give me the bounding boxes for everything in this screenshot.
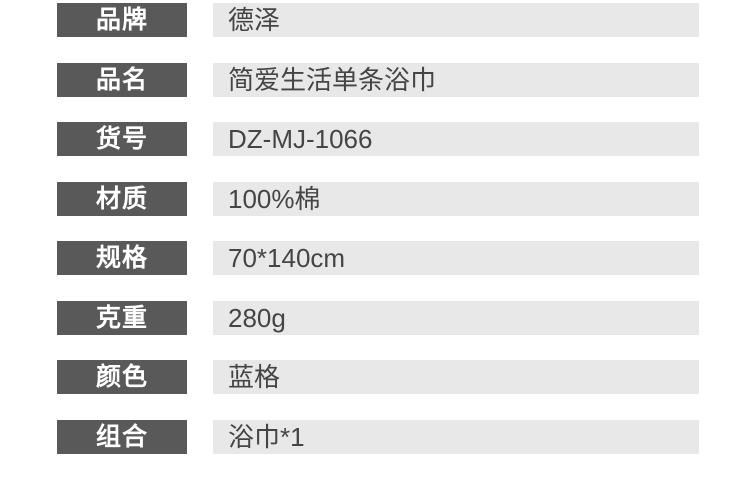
spec-value-size: 70*140cm: [213, 241, 699, 275]
spec-label-set: 组合: [57, 419, 187, 454]
spec-label-brand: 品牌: [57, 3, 187, 37]
spec-row-product-name: 品名 简爱生活单条浴巾: [0, 62, 750, 97]
spec-value-weight: 280g: [213, 300, 699, 335]
spec-label-product-name: 品名: [57, 62, 187, 97]
spec-row-color: 颜色 蓝格: [0, 360, 750, 394]
spec-value-color: 蓝格: [213, 360, 699, 394]
spec-row-weight: 克重 280g: [0, 300, 750, 335]
spec-label-size: 规格: [57, 241, 187, 275]
spec-row-size: 规格 70*140cm: [0, 241, 750, 275]
spec-row-item-number: 货号 DZ-MJ-1066: [0, 122, 750, 156]
spec-value-product-name: 简爱生活单条浴巾: [213, 62, 699, 97]
spec-label-item-number: 货号: [57, 122, 187, 156]
spec-value-brand: 德泽: [213, 3, 699, 37]
spec-value-item-number: DZ-MJ-1066: [213, 122, 699, 156]
spec-label-weight: 克重: [57, 300, 187, 335]
spec-row-brand: 品牌 德泽: [0, 3, 750, 37]
spec-value-set: 浴巾*1: [213, 419, 699, 454]
spec-label-material: 材质: [57, 181, 187, 216]
spec-value-material: 100%棉: [213, 181, 699, 216]
spec-row-set: 组合 浴巾*1: [0, 419, 750, 454]
spec-label-color: 颜色: [57, 360, 187, 394]
spec-row-material: 材质 100%棉: [0, 181, 750, 216]
